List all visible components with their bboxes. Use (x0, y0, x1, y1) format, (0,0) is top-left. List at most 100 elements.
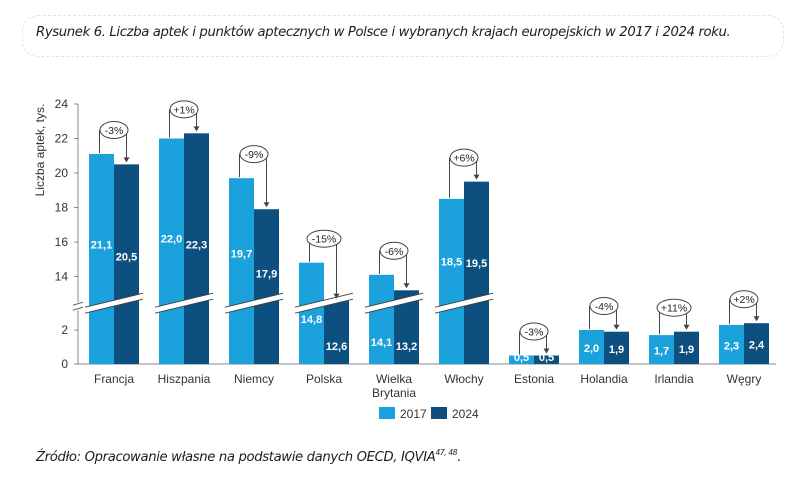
source-end: . (457, 450, 462, 465)
bar-2017 (229, 178, 254, 364)
annotation-arrow-icon (473, 174, 480, 180)
value-label-2017: 2,0 (584, 343, 599, 355)
bar-2024 (324, 300, 349, 364)
x-tick-label: Włochy (444, 372, 483, 386)
legend-swatch-2024 (431, 407, 447, 419)
y-tick-label: 24 (55, 97, 69, 111)
bar-2017 (579, 330, 604, 364)
annotation-ellipse (379, 241, 409, 260)
value-label-2017: 21,1 (91, 239, 112, 251)
y-tick-label: 22 (55, 132, 69, 146)
annotation-ellipse (306, 229, 342, 248)
annotation-ellipse (449, 148, 479, 167)
value-label-2017: 22,0 (161, 233, 182, 245)
bar-2017 (89, 154, 114, 364)
change-annotations: -3% +1% -9% -15% -6% +6% -3% -4% +11% +2% (99, 100, 760, 355)
annotation-label: -6% (385, 246, 404, 258)
bar-2017 (299, 262, 324, 364)
bar-break-line (434, 298, 494, 314)
annotation-ellipse (589, 297, 619, 315)
bar-break-line (364, 292, 424, 308)
axis-breaks (84, 292, 494, 314)
y-tick-label: 0 (61, 357, 68, 371)
x-tick-label: Francja (94, 372, 134, 386)
bar-break-line (224, 298, 284, 314)
legend-label-2017: 2017 (400, 407, 427, 421)
annotation-ellipse (99, 121, 129, 140)
y-axis-title: Liczba aptek, tys. (33, 104, 47, 197)
value-label-2017: 14,1 (371, 337, 392, 349)
annotation-label: -3% (105, 125, 124, 137)
x-tick-label: Brytania (372, 386, 416, 400)
bar-break-line (434, 292, 494, 308)
annotation-label: +6% (453, 153, 474, 165)
x-tick-label: Polska (306, 372, 342, 386)
annotation-ellipse (519, 322, 549, 341)
x-tick-label: Estonia (514, 372, 554, 386)
x-tick-label: Holandia (580, 372, 628, 386)
annotation-arrow-icon (403, 283, 410, 289)
value-label-2017: 2,3 (724, 340, 739, 352)
annotation-label: -3% (525, 327, 544, 339)
x-axis-labels: Francja Hiszpania Niemcy Polska WielkaBrytan… (94, 372, 761, 400)
value-label-2024: 0,5 (539, 352, 554, 364)
bars: 21,1 20,5 22,0 22,3 19,7 17,9 14,8 12,6 14,1 13,2… (89, 133, 769, 364)
legend: 2017 2024 (379, 407, 479, 421)
bar-2017 (719, 324, 744, 364)
bar-break-gap (224, 293, 284, 313)
annotation-label: +2% (733, 294, 754, 306)
figure-caption: Rysunek 6. Liczba aptek i punktów aptecz… (36, 25, 731, 40)
bar-break-gap (294, 293, 354, 313)
bar-break-gap (154, 293, 214, 313)
legend-label-2024: 2024 (452, 407, 479, 421)
annotation-arrow-icon (613, 324, 620, 330)
bar-break-line (84, 292, 144, 308)
annotation-ellipse (239, 145, 269, 164)
annotation-arrow-icon (123, 157, 130, 163)
annotation-arrow-icon (683, 324, 690, 330)
bar-2024 (464, 181, 489, 364)
y-axis-break-mark (72, 306, 84, 311)
source-refs: 47, 48 (435, 448, 458, 457)
bar-2024 (674, 331, 699, 364)
value-label-2017: 14,8 (301, 314, 322, 326)
bar-2024 (604, 331, 629, 364)
value-label-2024: 1,9 (679, 344, 694, 356)
caption-box (22, 15, 784, 57)
y-tick-label: 2 (61, 323, 68, 337)
bar-break-line (84, 298, 144, 314)
bar-2024 (744, 323, 769, 364)
value-label-2017: 0,5 (514, 352, 529, 364)
source-text: Źródło: Opracowanie własne na podstawie … (36, 450, 436, 465)
annotation-ellipse (729, 290, 759, 309)
bar-2017 (509, 355, 534, 364)
bar-break-line (294, 298, 354, 314)
bar-break-line (294, 292, 354, 308)
bar-2024 (114, 164, 139, 364)
bar-2024 (534, 355, 559, 364)
value-label-2024: 2,4 (749, 340, 765, 352)
annotation-arrow-icon (543, 348, 550, 354)
legend-swatch-2017 (379, 407, 395, 419)
x-tick-label: Niemcy (234, 372, 274, 386)
annotation-ellipse (169, 100, 199, 119)
x-tick-label: Hiszpania (158, 372, 211, 386)
bar-2017 (369, 274, 394, 364)
value-label-2024: 13,2 (396, 341, 417, 353)
annotation-label: +11% (661, 303, 687, 315)
x-tick-label: Irlandia (654, 372, 694, 386)
value-label-2024: 17,9 (256, 268, 277, 280)
bar-break-line (224, 292, 284, 308)
value-label-2017: 1,7 (654, 346, 669, 358)
value-label-2024: 19,5 (466, 258, 487, 270)
value-label-2017: 18,5 (441, 256, 462, 268)
y-axis-break-mark (72, 301, 84, 306)
x-tick-label: Wielka (376, 372, 412, 386)
bar-2024 (184, 133, 209, 364)
source-note: Źródło: Opracowanie własne na podstawie … (36, 448, 461, 465)
bar-break-gap (434, 293, 494, 313)
bar-2024 (254, 209, 279, 364)
annotation-arrow-icon (193, 126, 200, 132)
annotation-label: -9% (245, 149, 264, 161)
